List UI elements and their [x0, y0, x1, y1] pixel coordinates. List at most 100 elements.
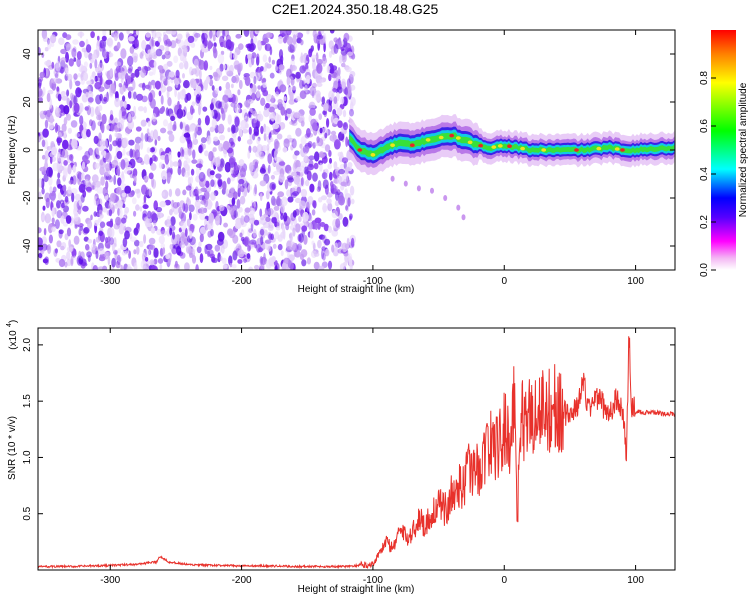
noise-blob — [43, 110, 48, 116]
noise-blob — [149, 259, 155, 266]
noise-blob — [244, 207, 251, 213]
noise-blob — [114, 117, 118, 125]
noise-blob — [111, 244, 115, 252]
noise-blob — [134, 68, 140, 78]
noise-blob — [312, 59, 316, 71]
noise-blob — [109, 114, 114, 121]
noise-blob — [133, 210, 137, 217]
noise-blob — [272, 122, 280, 130]
noise-blob — [322, 110, 327, 116]
noise-blob — [73, 255, 77, 260]
noise-blob — [129, 46, 135, 54]
noise-blob — [259, 264, 263, 270]
noise-blob — [96, 186, 104, 194]
noise-blob — [258, 247, 263, 253]
noise-blob — [340, 181, 347, 187]
noise-blob — [133, 175, 137, 184]
noise-blob — [217, 123, 225, 133]
noise-blob — [328, 150, 332, 157]
noise-blob — [76, 51, 82, 60]
noise-blob — [98, 248, 105, 255]
noise-blob — [67, 127, 72, 134]
noise-blob — [285, 30, 292, 36]
noise-blob — [87, 97, 94, 103]
noise-blob — [151, 154, 157, 162]
snr-frame — [37, 327, 676, 571]
noise-blob — [341, 157, 349, 164]
noise-blob — [345, 166, 351, 172]
noise-blob — [279, 122, 286, 130]
faint-trace-point — [456, 204, 461, 211]
noise-blob — [317, 180, 322, 191]
noise-blob — [99, 163, 105, 175]
noise-blob — [134, 239, 140, 247]
noise-blob — [254, 264, 260, 270]
noise-blob — [160, 95, 164, 105]
noise-blob — [340, 96, 345, 105]
noise-blob — [309, 107, 316, 116]
noise-blob — [323, 102, 329, 112]
noise-blob — [200, 137, 207, 144]
noise-blob — [318, 197, 323, 203]
noise-blob — [211, 85, 215, 91]
colorbar-tick-label: 0.2 — [699, 215, 710, 229]
snr-y-axis: 0.5 1.0 1.5 2.0 — [22, 337, 675, 521]
noise-blob — [305, 68, 311, 78]
noise-blob — [150, 162, 157, 171]
noise-blob — [133, 227, 139, 236]
noise-blob — [342, 216, 349, 227]
noise-blob — [169, 227, 173, 236]
noise-blob — [199, 207, 206, 215]
noise-blob — [204, 115, 210, 126]
noise-blob — [183, 171, 191, 178]
noise-blob — [259, 228, 265, 236]
noise-blob — [302, 211, 309, 222]
noise-blob — [55, 61, 61, 72]
noise-blob — [162, 119, 169, 127]
noise-blob — [60, 245, 65, 251]
noise-blob — [111, 257, 116, 268]
noise-blob — [262, 54, 268, 63]
noise-blob — [175, 69, 180, 79]
noise-blob — [259, 256, 263, 266]
noise-blob — [229, 206, 237, 216]
noise-blob — [58, 37, 65, 45]
noise-blob — [150, 30, 155, 34]
noise-blob — [254, 161, 258, 169]
noise-blob — [283, 212, 288, 222]
noise-blob — [291, 138, 297, 149]
noise-blob — [280, 203, 285, 214]
signal-hotspot — [409, 143, 415, 147]
noise-blob — [152, 81, 156, 89]
noise-blob — [73, 102, 80, 114]
noise-blob — [78, 183, 86, 193]
noise-blob — [280, 214, 284, 220]
snr-multiplier: (x10 4) — [6, 320, 19, 350]
noise-blob — [290, 187, 296, 193]
signal-hotspot — [438, 135, 444, 140]
noise-blob — [99, 75, 103, 86]
noise-blob — [114, 132, 118, 138]
noise-blob — [134, 39, 139, 48]
noise-blob — [103, 50, 107, 58]
noise-blob — [83, 227, 90, 234]
noise-blob — [128, 36, 135, 42]
noise-blob — [327, 260, 333, 270]
colorbar: 0.0 0.2 0.4 0.6 0.8 Normalized spectral ampl… — [699, 30, 749, 277]
noise-blob — [243, 186, 248, 197]
noise-blob — [319, 127, 323, 134]
noise-blob — [221, 110, 226, 121]
noise-blob — [237, 249, 245, 258]
noise-blob — [50, 34, 57, 44]
noise-blob — [308, 101, 316, 110]
noise-blob — [154, 139, 158, 146]
noise-blob — [49, 186, 53, 194]
noise-blob — [215, 100, 222, 109]
noise-blob — [331, 244, 335, 253]
noise-blob — [294, 197, 302, 204]
noise-blob — [115, 91, 119, 99]
noise-blob — [325, 248, 330, 257]
noise-blob — [61, 95, 69, 101]
noise-blob — [81, 129, 88, 140]
